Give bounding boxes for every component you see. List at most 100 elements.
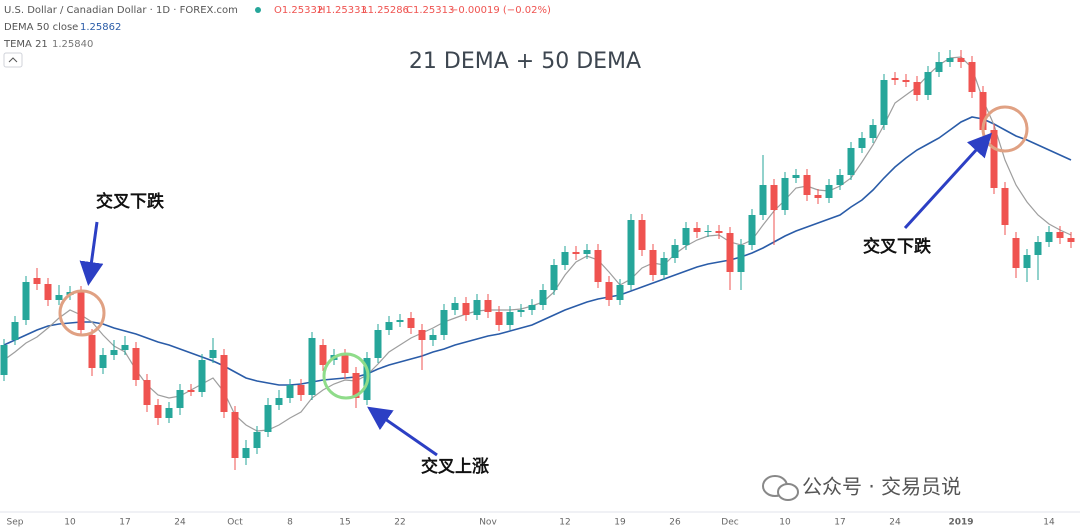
candle-body [451,303,459,310]
candle-body [462,303,470,315]
annotation: 交叉下跌 [863,236,932,257]
candle-body [385,322,393,330]
candle-body [99,355,107,368]
high-label: H1.25333 [318,5,367,16]
candle-body [440,310,448,335]
candle-body [539,290,547,305]
candle-body [1045,232,1053,242]
collapse-icon [8,57,18,63]
candle-body [737,245,745,272]
symbol-label: U.S. Dollar / Canadian Dollar · 1D · FOR… [4,5,238,16]
x-tick-label: 22 [394,518,405,528]
candle-body [836,175,844,185]
candle-body [319,345,327,365]
dema-value: 1.25862 [80,22,121,33]
candle-body [891,78,899,80]
candle-body [869,125,877,138]
x-tick-label: 8 [287,518,293,528]
candle-body [506,312,514,325]
candle-body [1012,238,1020,268]
annotation: 交叉下跌 [96,191,165,212]
candle-body [1023,255,1031,268]
candle-body [572,252,580,254]
cross-circle [981,105,1029,153]
candle-body [550,265,558,290]
candle-body [187,390,195,392]
candle-body [341,355,349,373]
candle-body [968,62,976,92]
candle-body [418,330,426,340]
candle-body [484,300,492,312]
candle-body [352,373,360,398]
candle-body [627,220,635,285]
close-label: C1.25313 [406,5,454,16]
candle-body [605,282,613,300]
x-tick-label: 24 [174,518,186,528]
candle-body [374,330,382,358]
indicator-line [3,116,1072,386]
candle-body [407,318,415,328]
candle-body [858,138,866,148]
candle-body [616,285,624,300]
candle-body [275,398,283,405]
candle-body [726,233,734,272]
candle-body [781,178,789,210]
candle-body [253,432,261,448]
x-tick-label: Oct [227,518,243,528]
candle-body [495,312,503,325]
candle-body [1067,238,1075,242]
candle-body [55,295,63,300]
candle-body [990,130,998,188]
x-axis: Sep 10 17 24 Oct 8 15 22 Nov 12 19 26 Dec 10 17 24 2019 1… [7,518,1055,528]
candle-body [561,252,569,265]
x-tick-label: 19 [614,518,626,528]
candle-body [880,80,888,125]
candle-body [209,350,217,358]
x-tick-label: 10 [64,518,76,528]
candle-body [638,220,646,250]
x-tick-label: 26 [669,518,681,528]
cross-circle [58,289,106,337]
candle-body [308,338,316,395]
candle-body [803,175,811,195]
candle-body [143,380,151,405]
collapse-button[interactable] [3,52,23,68]
footer-text: 公众号 · 交易员说 [802,475,961,499]
low-label: L1.25286 [362,5,409,16]
candle-body [297,385,305,395]
candle-body [176,390,184,408]
candle-body [1001,188,1009,225]
candle-body [1034,242,1042,255]
candle-body [121,345,129,350]
candle-body [264,405,272,432]
candle-body [286,385,294,398]
candle-body [396,320,404,322]
candle-body [154,405,162,418]
arrow [79,221,104,286]
x-tick-label: 10 [779,518,791,528]
candle-body [110,350,118,355]
candle-body [660,258,668,275]
candle-body [847,148,855,175]
tema-legend: TEMA 21 [3,39,48,50]
tema-value: 1.25840 [52,39,93,50]
dema-legend: DEMA 50 close [4,22,78,33]
candle-body [715,231,723,233]
arrow [903,132,993,230]
footer-logo [762,475,799,501]
candle-body [165,408,173,418]
candle-body [649,250,657,275]
status-dot [255,7,261,13]
x-tick-label: 2019 [948,518,973,528]
candle-body [770,185,778,210]
candle-body [946,58,954,62]
candle-body [22,282,30,320]
candle-body [1056,232,1064,238]
candle-body [473,300,481,315]
candle-body [913,82,921,95]
candle-body [979,92,987,130]
candle-body [825,185,833,198]
open-label: O1.25332 [274,5,323,16]
x-tick-label: 17 [119,518,130,528]
candle-body [704,231,712,232]
